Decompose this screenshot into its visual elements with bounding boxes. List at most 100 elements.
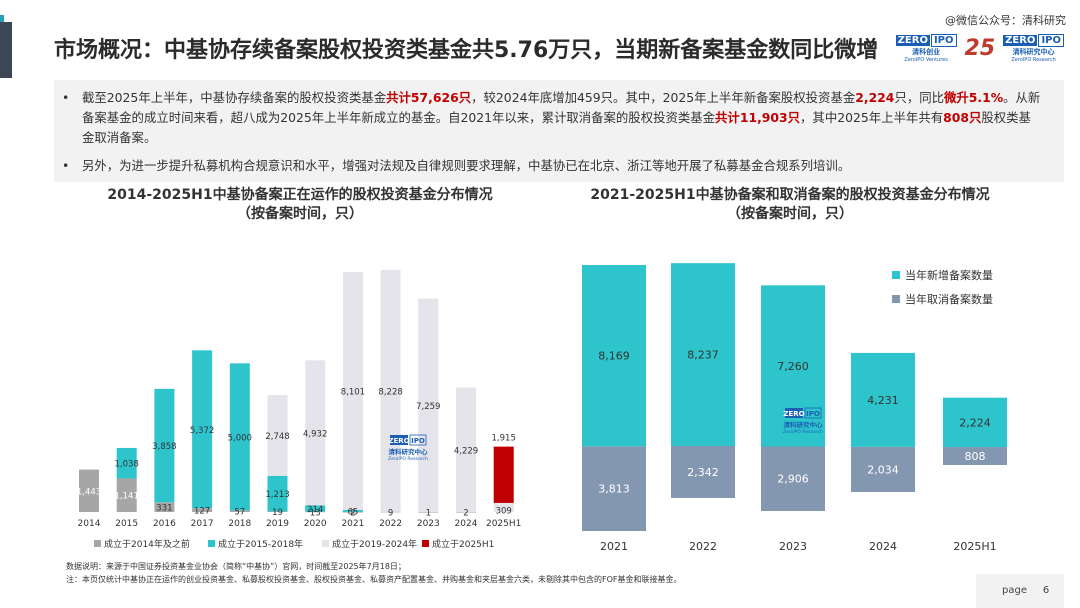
bar-2024-added [851,352,915,447]
bar-2022-added [671,263,735,447]
bar-2022-canceled [671,446,735,498]
page-title: 市场概况：中基协存续备案股权投资类基金共5.76万只，当期新备案基金数同比微增 [54,38,879,63]
bar-2018-s0 [229,510,250,512]
bar-2025H1-s2 [493,502,514,512]
bar-2018-s1 [229,363,250,511]
data-label-2024-s2: 4,229 [454,446,478,456]
x-tick-label: 2024 [455,519,478,529]
watermark-logo-block [785,408,803,418]
watermark-logo-sub2: ZeroIPO Research [783,429,823,435]
zero2ipo-ventures-logo: ZERO IPO 清科创业 ZeroIPO Ventures [895,34,957,63]
legend-label-s0: 成立于2014年及之前 [104,538,190,550]
data-label-2024-s0: 2 [463,508,468,518]
data-label-2021-s1: 65 [347,507,358,517]
bar-2021-s2 [342,271,363,511]
bar-2022-s0 [380,511,401,513]
x-tick-label: 2018 [228,519,251,529]
legend-swatch-s3 [422,540,429,547]
watermark: @微信公众号：清科研究 [945,14,1066,27]
bullet-2: • 另外，为进一步提升私募机构合规意识和水平，增强对法规及自律规则要求理解，中基… [62,158,851,173]
watermark-logo-text: IPO [806,410,820,418]
anniversary-logo: 25 [964,36,996,61]
watermark-logo-box [804,407,822,419]
watermark-logo-box [409,434,427,446]
watermark-logo-sub2: ZeroIPO Research [388,456,428,462]
footnote-2: 注：本页仅统计中基协正在运作的创业投资基金、私募股权投资基金、股权投资基金、私募… [66,575,682,584]
data-label-2018-s1: 5,000 [228,433,252,443]
bar-2014-s0 [79,469,99,512]
x-tick-label: 2025H1 [953,540,996,553]
data-label-2017-s0: 127 [194,507,210,517]
data-label-2019-s0: 19 [272,508,283,518]
bar-2020-s2 [305,360,326,506]
x-tick-label: 2024 [869,540,897,553]
data-label-2022-s0: 9 [388,508,393,518]
bar-2019-s2 [267,394,288,476]
bullet-1: • 截至2025年上半年，中基协存续备案的股权投资类基金共计57,626只，较2… [62,90,1041,145]
bar-2023-s0 [418,511,439,513]
data-label-2021-added: 8,169 [598,350,630,363]
x-tick-label: 2017 [191,519,214,529]
bar-2019-s1 [267,475,288,512]
data-label-2025H1-s3: 1,915 [492,434,516,444]
legend-label-s1: 成立于2015-2018年 [218,538,303,550]
chart2-title: 2021-2025H1中基协备案和取消备案的股权投资基金分布情况 （按备案时间，… [590,187,990,222]
data-label-2022-s2: 8,228 [378,387,402,397]
watermark-logo-sub: 清科研究中心 [784,420,824,429]
data-label-2016-s1: 3,858 [152,442,176,452]
x-tick-label: 2023 [779,540,807,553]
data-label-2025H1-s2: 309 [496,506,512,516]
legend-label-s3: 成立于2025H1 [432,538,494,550]
data-label-2022-added: 8,237 [687,349,719,362]
data-label-2021-canceled: 3,813 [598,483,630,496]
data-label-2020-s2: 4,932 [303,429,327,439]
x-tick-label: 2023 [417,519,440,529]
legend-swatch-s1 [208,540,215,547]
data-label-2025H1-added: 2,224 [959,416,991,429]
accent-mark [0,15,4,25]
x-tick-label: 2022 [689,540,717,553]
footnote-1: 数据说明：来源于中国证券投资基金业协会（简称“中基协”）官网，时间截至2025年… [66,562,406,571]
chart2: 8,169 3,813 2021 8,237 2,342 2022 7,260 2,906 20… [582,263,1007,553]
data-label-2019-s1: 1,213 [265,490,289,500]
data-label-2015-s0: 1,141 [115,492,139,502]
legend-label-s0: 当年新增备案数量 [905,268,993,282]
data-label-2018-s0: 57 [234,508,245,518]
bar-2024-canceled [851,446,915,492]
legend-swatch-s1 [892,295,900,303]
bar-2025H1-added [943,397,1007,448]
page-box [976,574,1064,608]
x-tick-label: 2019 [266,519,289,529]
bar-2024-s0 [456,511,476,513]
legend-swatch-s0 [94,540,101,547]
x-tick-label: 2022 [379,519,402,529]
data-label-2021-s2: 8,101 [341,387,365,397]
data-label-2024-added: 4,231 [867,394,899,407]
bar-2020-s1 [305,505,326,512]
bar-2019-s0 [267,511,288,513]
accent-bar [0,22,12,78]
x-tick-label: 2015 [115,519,138,529]
bar-2025H1-s3 [493,446,514,503]
data-label-2020-s1: 214 [307,505,323,515]
zero2ipo-research-logo: ZERO IPO 清科研究中心 ZeroIPO Research [1003,34,1064,63]
bar-2021-canceled [582,446,646,531]
watermark-logo-text: ZERO [388,437,409,445]
x-tick-label: 2014 [78,519,101,529]
chart1: 1,443 2014 1,141 1,038 2015 331 3,858 2016 127 5,… [77,269,521,550]
bar-2021-s1 [342,510,363,512]
data-label-2024-canceled: 2,034 [867,463,899,476]
data-label-2023-added: 7,260 [777,360,809,373]
bar-2017-s1 [192,350,213,509]
data-label-2016-s0: 331 [156,504,172,514]
bar-2023-canceled [761,446,825,511]
data-label-2023-s0: 1 [426,508,431,518]
x-tick-label: 2025H1 [486,519,521,529]
data-label-2025H1-canceled: 808 [965,450,986,463]
watermark-logo-text: ZERO [783,410,804,418]
legend-swatch-s2 [322,540,329,547]
x-tick-label: 2016 [153,519,176,529]
bar-2015-s0 [116,478,137,512]
chart1-title: 2014-2025H1中基协备案正在运作的股权投资基金分布情况 （按备案时间，只… [107,187,493,222]
bar-2020-s0 [305,511,326,513]
